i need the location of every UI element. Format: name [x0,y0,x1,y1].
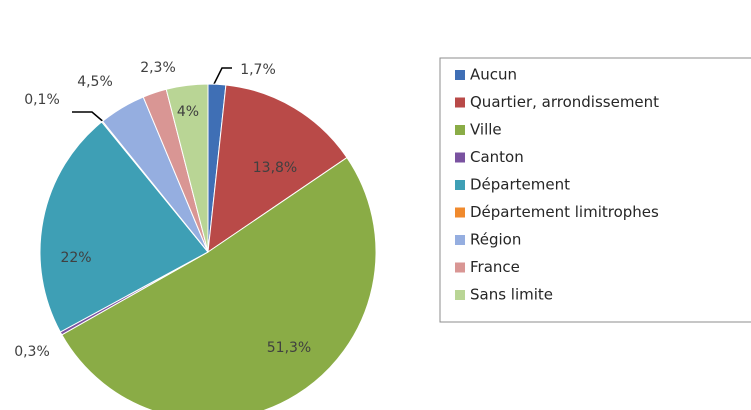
legend-label: France [470,258,520,276]
legend-swatch [455,152,465,163]
legend-label: Ville [470,121,502,139]
data-label: 1,7% [240,62,276,78]
leader-line [72,111,107,125]
data-label: 0,3% [14,344,50,360]
legend-label: Région [470,231,521,249]
data-label: 2,3% [140,60,176,76]
legend-swatch [455,180,465,190]
data-label: 51,3% [267,340,311,356]
legend-swatch [455,70,465,80]
pie-slice [61,156,377,410]
data-label: 22% [60,250,91,266]
legend-label: Département limitrophes [470,203,659,221]
pie-slice [39,121,209,333]
legend-swatch [455,262,465,273]
legend-label: Département [470,176,570,194]
data-label: 0,1% [24,92,60,108]
legend-swatch [455,290,465,300]
legend-swatch [455,125,465,135]
legend-swatch [455,97,465,108]
data-label: 4% [177,104,199,120]
legend-label: Aucun [470,66,517,84]
legend-label: Canton [470,148,524,166]
data-label: 13,8% [253,160,297,176]
pie-slice [207,84,348,254]
legend-swatch [455,235,465,245]
data-label: 4,5% [77,74,113,90]
legend-swatch [455,207,465,218]
legend-label: Sans limite [470,286,553,304]
legend-box [439,57,751,323]
legend-label: Quartier, arrondissement [470,93,659,111]
pie-slice [165,83,209,253]
leader-line [212,67,232,87]
